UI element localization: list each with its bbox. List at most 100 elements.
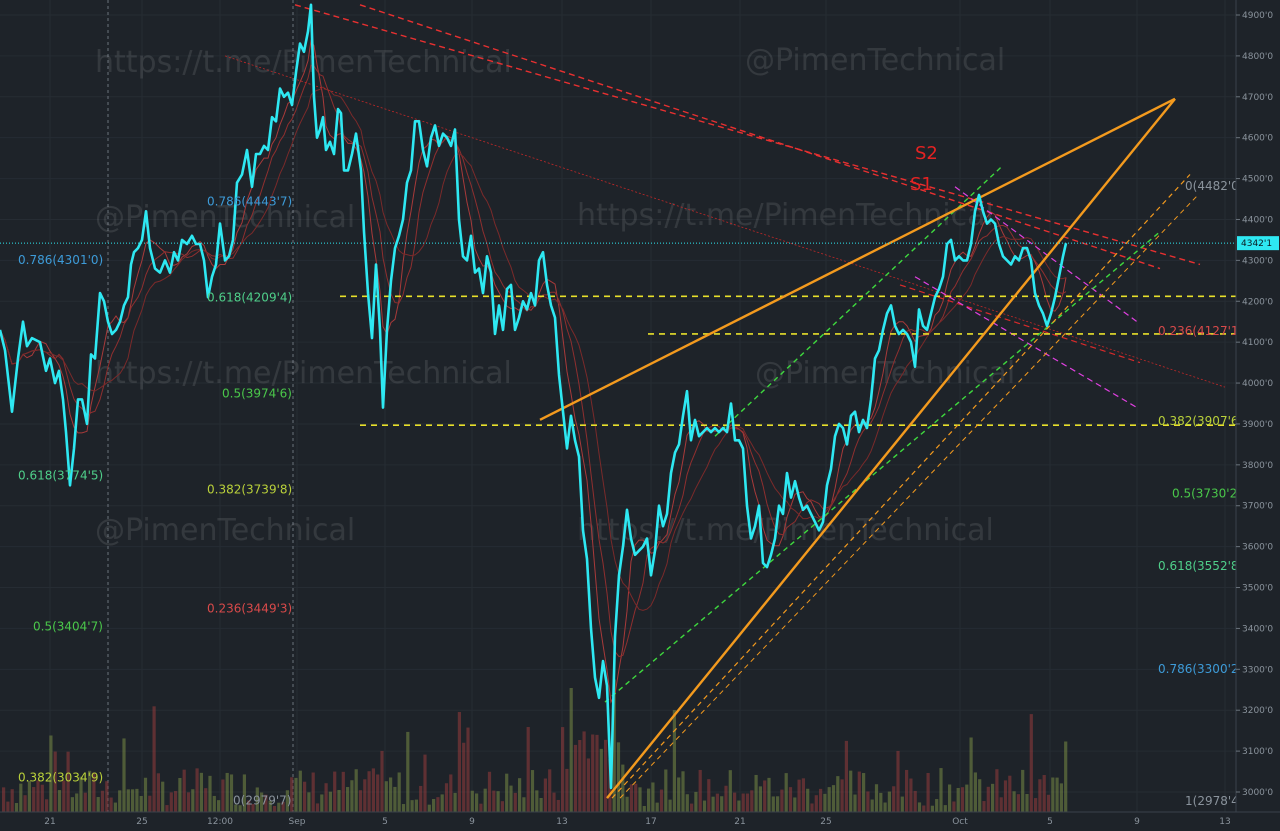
volume-bar bbox=[242, 774, 246, 812]
volume-bar bbox=[290, 777, 294, 812]
volume-bar bbox=[432, 799, 436, 812]
volume-bar bbox=[569, 688, 573, 812]
volume-bar bbox=[647, 788, 651, 812]
x-tick-label: 9 bbox=[469, 817, 475, 827]
y-tick-label: 4800'0 bbox=[1242, 52, 1273, 62]
y-tick-label: 4600'0 bbox=[1242, 134, 1273, 144]
volume-bar bbox=[131, 789, 135, 812]
volume-bar bbox=[905, 769, 909, 812]
watermark-text: @PimenTechnical bbox=[745, 43, 1005, 78]
wedge-upper-line bbox=[539, 97, 1176, 421]
volume-bar bbox=[1008, 775, 1012, 812]
y-tick-label: 3900'0 bbox=[1242, 420, 1273, 430]
fib-label: 0.236(4127'1) bbox=[1158, 324, 1243, 338]
volume-bar bbox=[10, 789, 14, 812]
volume-bar bbox=[509, 785, 513, 812]
volume-bar bbox=[561, 727, 565, 812]
volume-bar bbox=[926, 772, 930, 812]
volume-bar bbox=[612, 679, 616, 812]
volume-bar bbox=[715, 793, 719, 812]
volume-bar bbox=[681, 771, 685, 812]
volume-bar bbox=[492, 790, 496, 812]
fib-label: 0.786(4301'0) bbox=[18, 253, 103, 267]
volume-bar bbox=[801, 778, 805, 812]
volume-bar bbox=[251, 804, 255, 812]
fib-label: 0(2979'7) bbox=[233, 793, 291, 807]
volume-bar bbox=[655, 802, 659, 812]
volume-bar bbox=[745, 793, 750, 812]
volume-bar bbox=[23, 795, 27, 812]
volume-bar bbox=[156, 773, 160, 812]
volume-bar bbox=[83, 792, 87, 812]
volume-bar bbox=[436, 797, 440, 812]
volume-bar bbox=[982, 801, 986, 812]
volume-bar bbox=[948, 784, 952, 812]
fib-label: 0.382(3034'9) bbox=[18, 771, 103, 785]
x-tick-label: Sep bbox=[289, 817, 306, 827]
volume-bar bbox=[720, 796, 724, 812]
volume-bar bbox=[922, 805, 926, 812]
support-red-dashed-line bbox=[899, 284, 1141, 364]
volume-bar bbox=[1064, 741, 1068, 812]
x-tick-label: 21 bbox=[734, 817, 745, 827]
volume-bar bbox=[556, 799, 560, 812]
volume-bar bbox=[401, 804, 406, 812]
volume-bar bbox=[599, 748, 603, 812]
volume-bar bbox=[315, 803, 320, 812]
fib-label: 0.5(3974'6) bbox=[222, 386, 292, 400]
volume-bar bbox=[518, 778, 522, 812]
volume-bar bbox=[702, 800, 707, 812]
volume-bar bbox=[814, 795, 818, 812]
volume-bar bbox=[973, 772, 977, 812]
channel-line-lower bbox=[914, 276, 1138, 409]
x-tick-label: Oct bbox=[952, 817, 968, 827]
volume-bar bbox=[797, 779, 801, 812]
volume-bar bbox=[505, 773, 509, 812]
volume-bar bbox=[1012, 791, 1016, 812]
volume-bar bbox=[247, 800, 251, 812]
x-tick-label: 17 bbox=[645, 817, 656, 827]
volume-bar bbox=[892, 786, 896, 812]
volume-bar bbox=[191, 789, 195, 812]
volume-bar bbox=[1046, 794, 1051, 812]
volume-bar bbox=[298, 770, 302, 812]
volume-bar bbox=[763, 780, 767, 812]
volume-bar bbox=[118, 790, 122, 812]
volume-bar bbox=[57, 790, 62, 812]
volume-bar bbox=[496, 791, 500, 812]
volume-bar bbox=[582, 731, 586, 812]
volume-bar bbox=[1025, 794, 1029, 812]
volume-bar bbox=[208, 775, 212, 812]
volume-bar bbox=[698, 769, 702, 812]
x-tick-label: 12:00 bbox=[207, 817, 233, 827]
volume-bar bbox=[1059, 783, 1063, 812]
volume-bar bbox=[1034, 798, 1038, 812]
y-tick-label: 3300'0 bbox=[1242, 665, 1273, 675]
volume-bar bbox=[2, 787, 6, 812]
grid bbox=[107, 0, 294, 812]
resistance-line-s1 bbox=[359, 4, 1161, 270]
volume-bar bbox=[604, 739, 608, 812]
volume-bar bbox=[212, 795, 216, 812]
volume-bar bbox=[1042, 775, 1046, 812]
volume-bar bbox=[917, 802, 922, 812]
volume-bar bbox=[767, 777, 771, 812]
watermark-text: https://t.me/PimenTechnical bbox=[577, 198, 994, 233]
moving-average-line bbox=[0, 86, 1067, 611]
volume-bar bbox=[724, 785, 728, 812]
y-tick-label: 3000'0 bbox=[1242, 788, 1273, 798]
volume-bar bbox=[887, 791, 891, 812]
y-tick-label: 4700'0 bbox=[1242, 93, 1273, 103]
volume-bar bbox=[930, 805, 934, 812]
volume-bar bbox=[19, 783, 23, 812]
volume-bar bbox=[311, 772, 315, 812]
y-tick-label: 4100'0 bbox=[1242, 338, 1273, 348]
volume-bar bbox=[324, 783, 328, 812]
resistance-line-s2 bbox=[294, 4, 1201, 266]
volume-bar bbox=[500, 801, 504, 812]
fib-labels: 0.786(4443'7) 0.786(4301'0) 0.618(4209'4) 0… bbox=[18, 179, 1243, 808]
volume-bar bbox=[849, 770, 853, 812]
volume-bar bbox=[943, 805, 947, 812]
current-price-label: 4342'1 bbox=[1241, 239, 1272, 249]
y-tick-label: 3100'0 bbox=[1242, 747, 1273, 757]
